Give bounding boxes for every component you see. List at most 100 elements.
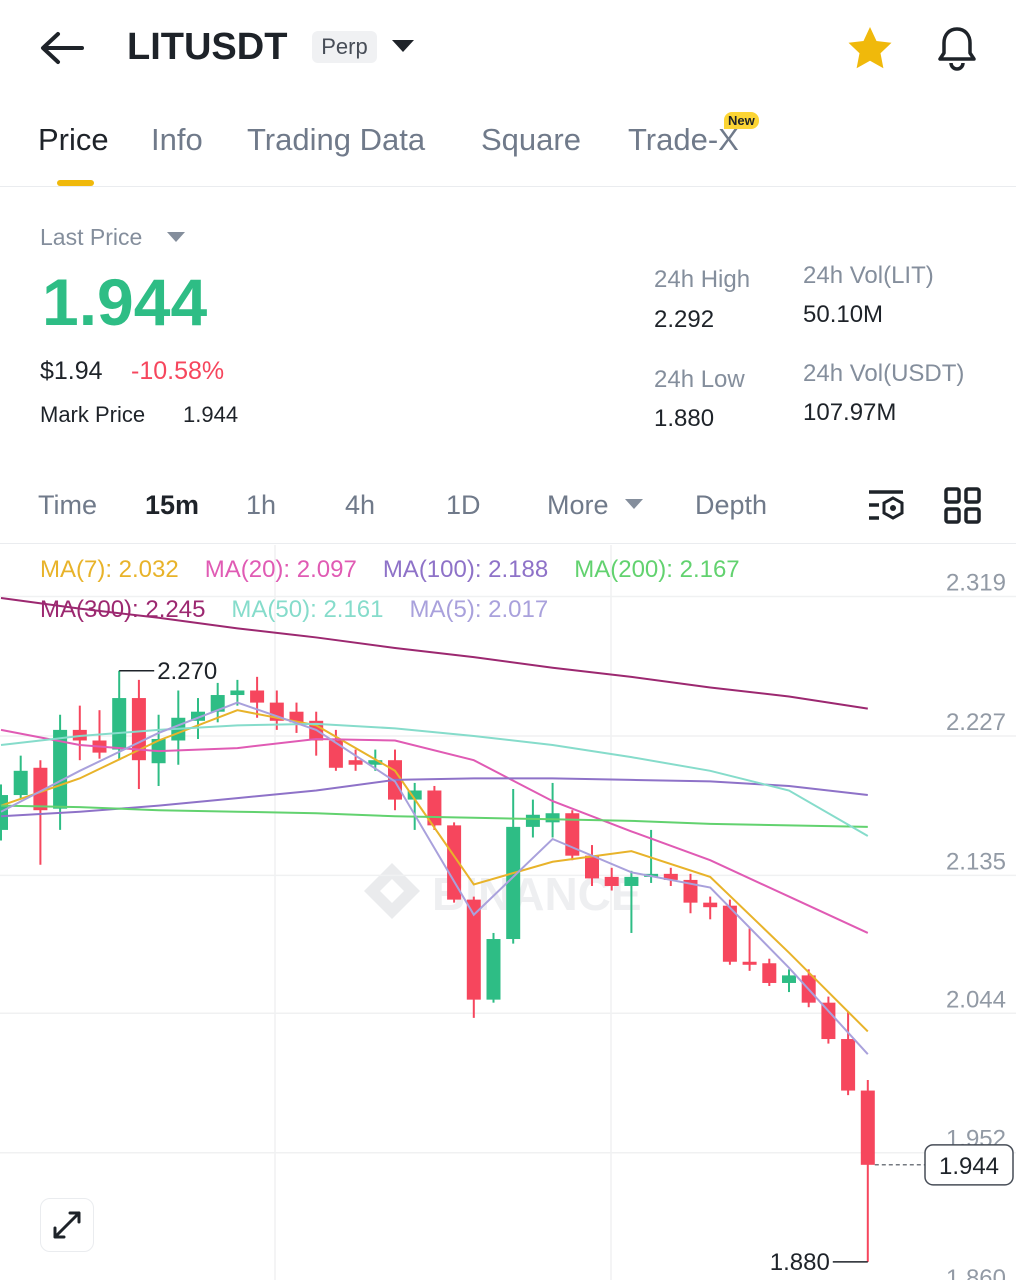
mark-price-label: Mark Price (40, 402, 146, 427)
interval[interactable]: Depth (695, 490, 768, 520)
stat-value: 50.10M (803, 301, 884, 328)
low-label: 1.880 (770, 1249, 830, 1276)
candle-body (545, 813, 560, 823)
candle-body (486, 939, 501, 1000)
alert-bell[interactable] (933, 24, 981, 72)
high-label: 2.270 (157, 658, 217, 685)
candle-body (210, 695, 225, 712)
ma-line (0, 777, 868, 818)
ma-line (0, 728, 869, 934)
stat-label: 24h Vol(USDT) (803, 360, 965, 387)
legend-entry: MA(50): 2.161 (231, 596, 383, 623)
candle-body (703, 902, 718, 908)
legend-entry: MA(200): 2.167 (574, 556, 739, 583)
symbol: LITUSDT (127, 26, 288, 68)
candle-body (821, 1002, 836, 1040)
interval[interactable]: More (547, 490, 609, 520)
legend-entry: MA(100): 2.188 (383, 556, 548, 583)
back-button[interactable] (38, 30, 84, 66)
expand-button[interactable] (40, 1198, 94, 1252)
contract-badge: Perp (312, 31, 377, 63)
symbol-dropdown[interactable] (390, 38, 416, 54)
y-tick-label: 1.860 (946, 1265, 1006, 1280)
tab[interactable]: Trading Data (247, 122, 426, 157)
candle-body (0, 795, 8, 830)
candle-body (742, 961, 757, 965)
watermark: BINANCE (432, 868, 642, 920)
watermark-logo (364, 863, 420, 919)
candle-body (407, 790, 422, 800)
ma-line (0, 701, 869, 1055)
last-price: 1.944 (42, 265, 208, 339)
candlestick-chart: 2.3192.2272.1352.0441.9521.860BINANCEMA(… (0, 545, 1016, 1280)
favorite-star[interactable] (846, 25, 894, 71)
divider (0, 543, 1016, 544)
stat-value: 1.880 (654, 405, 715, 432)
legend-entry: MA(5): 2.017 (410, 596, 549, 623)
tab-indicator (57, 180, 94, 186)
stat-label: 24h Low (654, 366, 745, 393)
candle-body (683, 879, 698, 903)
y-tick-label: 2.044 (946, 986, 1006, 1013)
candle-body (604, 876, 619, 886)
candle-body (368, 760, 383, 765)
usd-price: $1.94 (40, 357, 103, 385)
candle-body (191, 711, 205, 721)
interval[interactable]: Time (38, 490, 97, 520)
ma-line (0, 804, 868, 828)
candle-body (348, 760, 363, 765)
interval[interactable]: 15m (145, 490, 200, 520)
tab[interactable]: Square (481, 122, 581, 157)
price-type-dropdown[interactable] (166, 231, 186, 243)
candle-body (466, 899, 481, 1000)
candle-body (230, 690, 245, 696)
stat-label: 24h Vol(LIT) (803, 262, 934, 289)
stat-value: 2.292 (654, 306, 715, 333)
ma-line (0, 709, 869, 1033)
y-tick-label: 2.227 (946, 709, 1006, 736)
stat-label: 24h High (654, 266, 751, 293)
candle-body (53, 729, 68, 809)
candle-body (841, 1039, 856, 1091)
candle-body (624, 876, 639, 886)
interval[interactable]: 4h (345, 490, 376, 520)
expand-icon (53, 1211, 81, 1239)
last-price-label: 1.944 (939, 1153, 999, 1180)
candle-body (663, 873, 678, 880)
indicator-settings[interactable] (866, 488, 906, 524)
ma-line (0, 597, 868, 710)
candle-body (289, 711, 304, 723)
candle-body (782, 975, 796, 983)
legend-entry: MA(20): 2.097 (205, 556, 357, 583)
y-tick-label: 2.135 (946, 848, 1006, 875)
candle-body (250, 690, 265, 703)
price-change: -10.58% (131, 357, 225, 385)
interval[interactable]: 1D (446, 490, 481, 520)
last-price-box (924, 1144, 1014, 1186)
tab[interactable]: Price (38, 122, 109, 157)
legend-entry: MA(300): 2.245 (40, 596, 205, 623)
tab[interactable]: Trade-X (628, 122, 739, 157)
last-price-label: Last Price (40, 224, 143, 250)
candle-body (722, 905, 737, 962)
candle-body (447, 825, 462, 900)
tab[interactable]: Info (151, 122, 203, 157)
candle-body (328, 740, 343, 768)
divider (0, 186, 1016, 187)
ma-line (0, 722, 869, 837)
candle-body (860, 1090, 875, 1165)
candle-body (762, 963, 777, 983)
interval[interactable]: 1h (246, 490, 277, 520)
candle-body (112, 698, 127, 750)
candle-body (585, 855, 599, 879)
candle-body (13, 770, 28, 796)
candle-body (33, 767, 48, 811)
stat-value: 107.97M (803, 399, 897, 426)
more-dropdown[interactable] (624, 498, 644, 510)
new-badge: New (724, 112, 759, 129)
candle-body (506, 826, 521, 940)
candle-body (525, 814, 540, 827)
mark-price: 1.944 (183, 402, 239, 427)
layout-grid[interactable] (944, 487, 982, 525)
